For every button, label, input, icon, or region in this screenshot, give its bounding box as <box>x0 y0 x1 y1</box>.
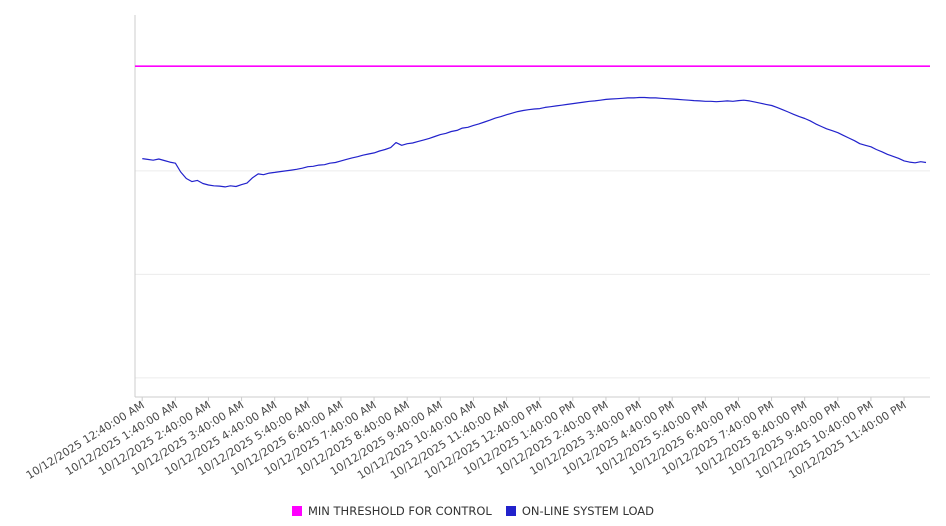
threshold-legend-swatch-icon <box>291 506 302 516</box>
legend-label-min-threshold: MIN THRESHOLD FOR CONTROL <box>307 504 492 518</box>
gridlines <box>135 65 930 379</box>
legend-label-system-load: ON-LINE SYSTEM LOAD <box>521 504 655 518</box>
legend-item-min-threshold[interactable]: MIN THRESHOLD FOR CONTROL <box>291 504 492 518</box>
system-load-line <box>142 96 927 188</box>
series-lines <box>135 65 930 188</box>
axes <box>134 15 930 401</box>
chart-legend: MIN THRESHOLD FOR CONTROL ON-LINE SYSTEM… <box>0 504 946 518</box>
system-load-legend-swatch-icon <box>505 506 516 516</box>
legend-item-system-load[interactable]: ON-LINE SYSTEM LOAD <box>505 504 655 518</box>
